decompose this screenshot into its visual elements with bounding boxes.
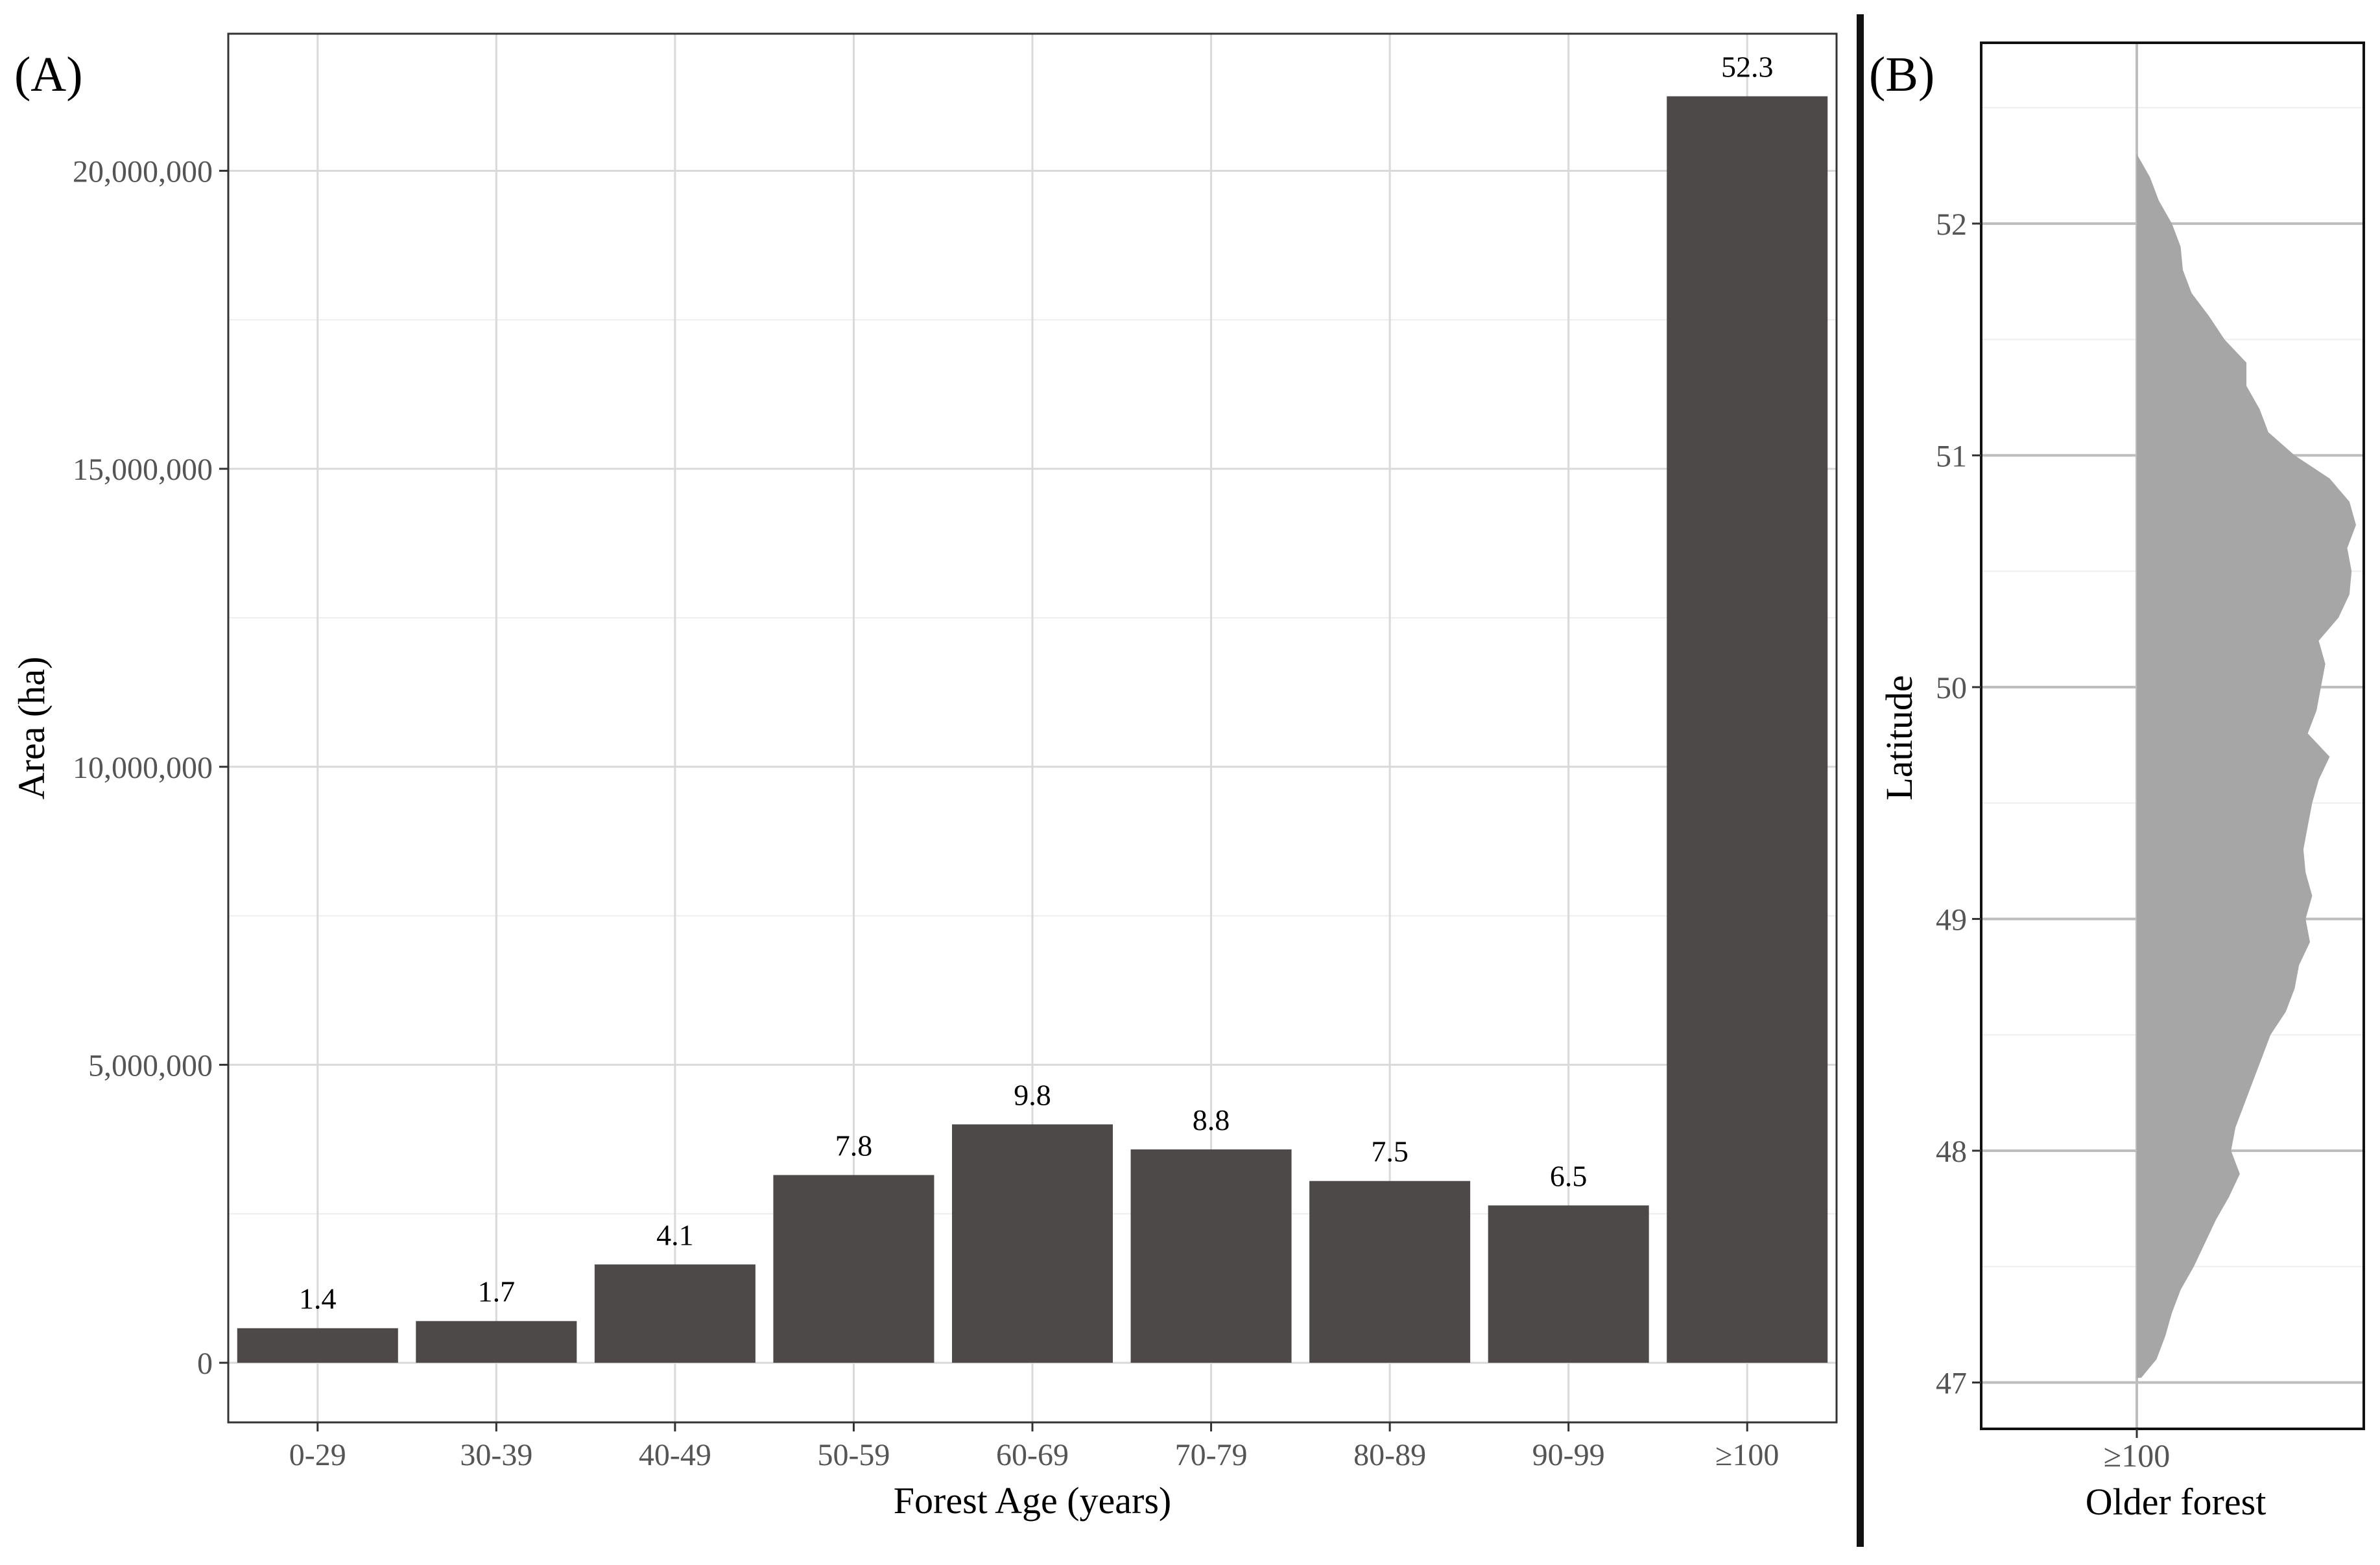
y-tick-label: 15,000,000	[73, 453, 213, 487]
bar-30-39	[416, 1321, 577, 1363]
panel-a-x-axis-title: Forest Age (years)	[894, 1479, 1171, 1522]
data-label: 9.8	[1014, 1078, 1051, 1111]
panel-b-label: (B)	[1869, 47, 1934, 102]
y-tick-label: 51	[1936, 439, 1967, 473]
panel-a-label: (A)	[14, 47, 83, 102]
bar-70-79	[1130, 1149, 1292, 1363]
x-tick-label: 90-99	[1532, 1438, 1605, 1472]
x-tick-label: 30-39	[460, 1438, 532, 1472]
panel-divider	[1857, 14, 1864, 1547]
bar-50-59	[773, 1175, 934, 1363]
data-label: 4.1	[656, 1218, 694, 1251]
data-label: 1.7	[478, 1275, 516, 1308]
y-tick-label: 0	[197, 1347, 213, 1381]
data-label: 7.5	[1371, 1135, 1409, 1168]
panel-a-grid	[228, 34, 1837, 1422]
bar-60-69	[952, 1124, 1113, 1363]
y-tick-label: 10,000,000	[73, 751, 213, 785]
data-label: 8.8	[1193, 1103, 1230, 1136]
y-tick-label: 48	[1936, 1135, 1967, 1169]
x-tick-label: 60-69	[996, 1438, 1069, 1472]
panel-b-y-axis: 47 48 49 50 51 52	[1936, 207, 1981, 1400]
panel-b-x-axis-title: Older forest	[2086, 1481, 2267, 1523]
panel-a-y-axis: 0 5,000,000 10,000,000 15,000,000 20,000,000	[73, 154, 228, 1381]
panel-b-x-tick-label: ≥100	[2104, 1437, 2170, 1474]
y-tick-label: 49	[1936, 902, 1967, 937]
y-tick-label: 52	[1936, 207, 1967, 242]
panel-a: 1.4 1.7 4.1 7.8 9.8 8.8 7.5 6.5 52.3 0 5,000,000 1…	[10, 32, 1838, 1522]
data-label: 6.5	[1550, 1159, 1588, 1192]
bar-80-89	[1309, 1181, 1471, 1363]
data-label: 1.4	[299, 1282, 337, 1315]
x-tick-label: ≥100	[1715, 1438, 1779, 1472]
y-tick-label: 5,000,000	[88, 1048, 213, 1083]
panel-a-bars	[237, 96, 1828, 1363]
data-label: 52.3	[1721, 51, 1774, 84]
x-tick-label: 40-49	[639, 1438, 711, 1472]
panel-a-data-labels: 1.4 1.7 4.1 7.8 9.8 8.8 7.5 6.5 52.3	[299, 51, 1773, 1315]
bar-0-29	[237, 1328, 398, 1363]
bar-40-49	[594, 1264, 756, 1363]
x-tick-label: 50-59	[817, 1438, 890, 1472]
x-tick-label: 0-29	[289, 1438, 346, 1472]
panel-b-y-axis-title: Latitude	[1878, 675, 1920, 800]
bar-≥100	[1667, 96, 1828, 1363]
panel-a-x-axis: 0-29 30-39 40-49 50-59 60-69 70-79 80-89 90-99 ≥…	[289, 1422, 1779, 1472]
x-tick-label: 80-89	[1353, 1438, 1426, 1472]
y-tick-label: 20,000,000	[73, 154, 213, 189]
y-tick-label: 50	[1936, 671, 1967, 705]
panel-b-violin	[2137, 154, 2356, 1378]
panel-a-y-axis-title: Area (ha)	[10, 657, 53, 800]
x-tick-label: 70-79	[1175, 1438, 1248, 1472]
bar-90-99	[1488, 1205, 1649, 1363]
y-tick-label: 47	[1936, 1366, 1967, 1400]
data-label: 7.8	[835, 1129, 873, 1162]
panel-b-frame	[1980, 41, 2365, 1430]
